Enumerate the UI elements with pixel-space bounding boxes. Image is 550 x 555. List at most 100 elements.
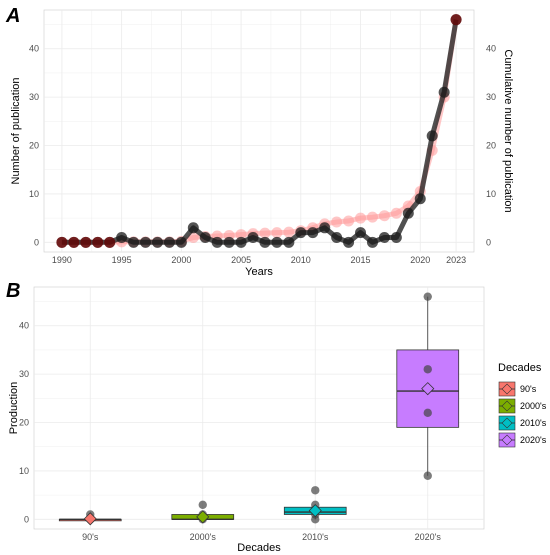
overlap-point: [80, 236, 92, 248]
y-tick-label: 10: [19, 466, 29, 476]
annual-point: [247, 231, 259, 243]
annual-point: [116, 231, 128, 243]
annual-point: [223, 236, 235, 248]
data-point: [311, 486, 320, 495]
annual-point: [163, 236, 175, 248]
y-tick-label: 20: [19, 418, 29, 428]
x-tick-label: 2010's: [302, 532, 329, 542]
annual-point: [331, 231, 343, 243]
x-tick-label: 2020: [410, 255, 430, 265]
panel-a-y-axis-title: Number of publication: [10, 77, 22, 184]
annual-point: [366, 236, 378, 248]
secondary-y-tick-label: 0: [486, 237, 491, 247]
annual-point: [426, 130, 438, 142]
data-point: [423, 408, 432, 418]
x-tick-label: 90's: [82, 532, 99, 542]
x-tick-label: 2020's: [415, 532, 442, 542]
legend-key-diamond: [501, 400, 513, 412]
data-point: [198, 500, 207, 509]
annual-line: [61, 19, 459, 245]
legend-label: 90's: [520, 384, 537, 394]
panel-a-grid: [44, 10, 474, 252]
y-tick-label: 40: [29, 44, 39, 54]
annual-point: [259, 236, 271, 248]
overlap-point: [450, 14, 462, 26]
annual-point: [235, 236, 247, 248]
y-tick-label: 0: [24, 514, 29, 524]
y-tick-label: 20: [29, 141, 39, 151]
annual-point: [307, 227, 319, 239]
mean-marker: [308, 504, 322, 518]
cumulative-point: [343, 215, 355, 227]
legend-label: 2000's: [520, 401, 547, 411]
data-point: [423, 471, 432, 480]
annual-point: [390, 231, 402, 243]
cumulative-point: [355, 212, 367, 224]
cumulative-point: [235, 229, 247, 241]
annual-point: [211, 236, 223, 248]
annual-series: [56, 14, 462, 248]
legend-key-diamond: [501, 434, 513, 446]
x-tick-label: 1990: [52, 255, 72, 265]
y-tick-label: 30: [19, 369, 29, 379]
y-tick-label: 10: [29, 189, 39, 199]
legend-key-diamond: [501, 383, 513, 395]
x-tick-label: 2000: [171, 255, 191, 265]
annual-point: [295, 227, 307, 239]
x-tick-label: 2005: [231, 255, 251, 265]
x-tick-label: 1995: [112, 255, 132, 265]
annual-point: [402, 207, 414, 219]
annual-point: [378, 231, 390, 243]
x-tick-label: 2023: [446, 255, 466, 265]
annual-point: [187, 222, 199, 234]
panel-a-secondary-y-axis-title: Cumulative number of publication: [502, 49, 514, 212]
annual-point: [438, 86, 450, 98]
cumulative-point: [283, 226, 295, 238]
legend-title: Decades: [498, 362, 542, 374]
annual-point: [128, 236, 140, 248]
panel-a-x-axis-title: Years: [245, 266, 273, 278]
legend-label: 2020's: [520, 435, 547, 445]
annual-point: [175, 236, 187, 248]
cumulative-point: [378, 210, 390, 222]
annual-point: [414, 193, 426, 205]
x-tick-label: 2000's: [190, 532, 217, 542]
x-tick-label: 2015: [351, 255, 371, 265]
overlap-point: [104, 236, 116, 248]
data-point: [423, 365, 432, 374]
cumulative-point: [331, 216, 343, 228]
overlap-point: [56, 236, 68, 248]
secondary-y-tick-label: 30: [486, 92, 496, 102]
panel-b-y-axis-title: Production: [8, 382, 20, 435]
annual-point: [283, 236, 295, 248]
mean-marker: [196, 510, 210, 524]
legend-label: 2010's: [520, 418, 547, 428]
panel-b-tick-labels: 90's 2000's 2010's 2020's 0 10 20 30 40: [19, 321, 441, 542]
cumulative-point: [390, 207, 402, 219]
annual-point: [319, 222, 331, 234]
panel-b-box-plot: 90's 2000's 2010's 2020's 0 10 20 30 40 Decades …: [8, 286, 547, 554]
annual-point: [151, 236, 163, 248]
data-point: [423, 292, 432, 301]
mean-marker: [83, 512, 97, 526]
annual-point: [140, 236, 152, 248]
cumulative-point: [366, 211, 378, 223]
y-tick-label: 40: [19, 321, 29, 331]
secondary-y-tick-label: 10: [486, 189, 496, 199]
cumulative-point: [271, 227, 283, 239]
secondary-y-tick-label: 20: [486, 141, 496, 151]
cumulative-point: [259, 227, 271, 239]
mean-marker: [421, 382, 435, 396]
annual-point: [271, 236, 283, 248]
overlap-point: [92, 236, 104, 248]
x-tick-label: 2010: [291, 255, 311, 265]
annual-point: [355, 227, 367, 239]
legend-key-diamond: [501, 417, 513, 429]
panel-b-letter: B: [6, 280, 20, 302]
panel-b-boxes: [58, 292, 460, 526]
y-tick-label: 0: [34, 237, 39, 247]
secondary-y-tick-label: 40: [486, 44, 496, 54]
